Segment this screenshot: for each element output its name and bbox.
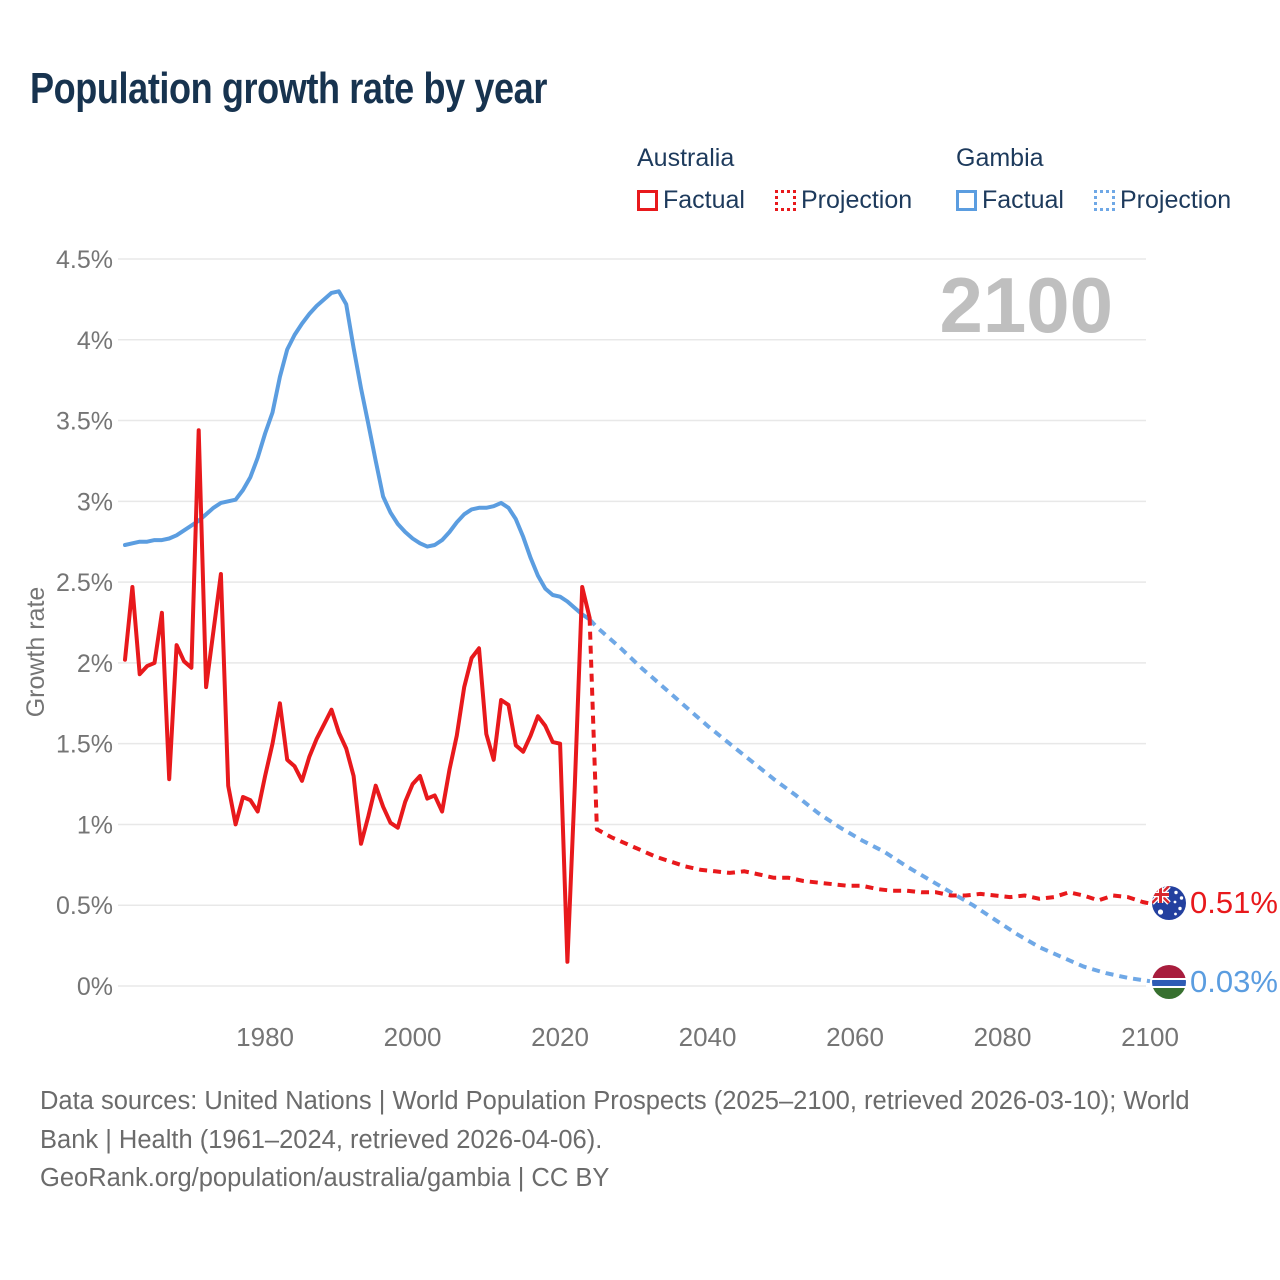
y-tick-label: 4% [77,327,113,355]
legend-group-gambia: Gambia Factual Projection [956,144,1261,215]
y-tick-label: 2% [77,650,113,678]
x-tick-label: 2060 [826,1022,884,1052]
y-tick-label: 1.5% [56,731,113,759]
legend-label: Factual [663,186,745,214]
legend-label: Projection [800,186,913,214]
gambia-factual-swatch-icon [956,190,977,211]
attribution-text: GeoRank.org/population/australia/gambia … [40,1164,610,1192]
x-tick-label: 2000 [384,1022,442,1052]
legend-label: Projection [1119,186,1232,214]
x-tick-label: 1980 [236,1022,294,1052]
legend-group-australia: Australia Factual Projection [637,144,942,215]
y-tick-label: 3.5% [56,408,113,436]
australia-flag-icon [1152,886,1186,920]
gambia-end-value: 0.03% [1190,964,1278,999]
y-tick-label: 0% [77,973,113,1001]
x-tick-label: 2040 [679,1022,737,1052]
series-gambia-projection [588,617,1151,984]
y-tick-label: 2.5% [56,569,113,597]
x-tick-label: 2080 [974,1022,1032,1052]
australia-projection-swatch-icon [774,190,796,211]
y-tick-label: 4.5% [56,246,113,274]
growth-rate-chart: 4.5% 4% 3.5% 3% 2.5% 2% 1.5% 1% 0.5% 0% 1980 2000 20… [22,246,1179,1052]
y-tick-label: 0.5% [56,892,113,920]
australia-factual-swatch-icon [637,190,658,211]
australia-end-label: 0.51% [1152,885,1278,921]
legend-item-gambia-factual: Factual [956,186,1064,215]
watermark-year: 2100 [939,261,1113,349]
page-title: Population growth rate by year [30,64,547,113]
australia-end-value: 0.51% [1190,885,1278,920]
y-axis-title: Growth rate [22,587,50,718]
series-australia-factual [123,428,592,964]
gambia-end-label: 0.03% [1152,964,1278,1000]
legend-item-australia-projection: Projection [774,186,913,215]
x-tick-label: 2100 [1121,1022,1179,1052]
legend-label: Factual [982,186,1064,214]
gambia-projection-swatch-icon [1093,190,1115,211]
x-tick-label: 2020 [531,1022,589,1052]
legend-item-gambia-projection: Projection [1093,186,1232,215]
data-sources-text: Data sources: United Nations | World Pop… [40,1087,1190,1154]
y-tick-label: 1% [77,811,113,839]
legend-item-australia-factual: Factual [637,186,745,215]
legend-australia-title: Australia [637,144,735,172]
gambia-flag-icon [1152,965,1186,999]
y-tick-label: 3% [77,488,113,516]
footer: Data sources: United Nations | World Pop… [40,1082,1236,1198]
legend-gambia-title: Gambia [956,144,1044,172]
series-australia-projection [587,617,1151,906]
